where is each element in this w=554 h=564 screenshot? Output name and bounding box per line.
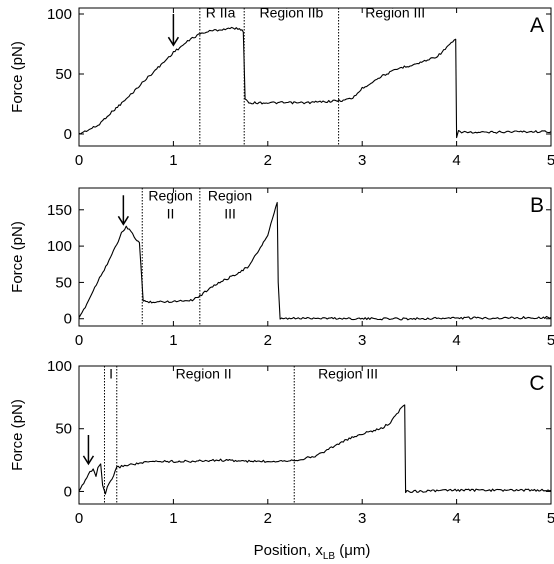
region-label: Region III	[318, 366, 378, 382]
plot-frame	[78, 365, 552, 505]
y-axis-label: Force (pN)	[9, 41, 26, 113]
region-label-line: III	[224, 205, 236, 221]
y-tick-label: 100	[47, 6, 72, 23]
region-label: R IIa	[206, 5, 236, 21]
region-label: Region II	[148, 187, 192, 221]
x-tick-label: 2	[264, 510, 272, 527]
region-label: I	[109, 366, 113, 382]
x-axis-label-main: Position, x	[254, 542, 324, 559]
region-label: Region II	[176, 366, 232, 382]
panel-letter: C	[529, 372, 544, 395]
x-axis-label-unit: (μm)	[335, 542, 370, 559]
region-label-line: I	[109, 366, 113, 382]
plot-frame	[78, 7, 552, 147]
y-tick-label: 100	[47, 358, 72, 375]
force-trace-line	[78, 201, 552, 321]
region-label: Region III	[365, 5, 425, 21]
x-tick-label: 0	[75, 152, 83, 169]
y-tick-label: 0	[64, 126, 72, 143]
region-label-line: Region	[148, 187, 192, 203]
x-tick-label: 0	[75, 332, 83, 349]
x-tick-label: 4	[452, 510, 460, 527]
region-label: Region IIb	[259, 5, 323, 21]
panel-letter: B	[530, 194, 544, 217]
force-trace-line	[78, 404, 552, 495]
arrow-head	[117, 215, 130, 226]
region-label-line: Region III	[318, 366, 378, 382]
y-tick-label: 0	[64, 311, 72, 328]
x-tick-label: 5	[547, 332, 554, 349]
x-tick-label: 2	[264, 152, 272, 169]
arrow-head	[82, 455, 95, 466]
region-label-line: II	[167, 205, 175, 221]
region-label-line: Region III	[365, 5, 425, 21]
x-tick-label: 3	[358, 510, 366, 527]
region-label: Region III	[208, 187, 252, 221]
y-tick-label: 100	[47, 238, 72, 255]
y-tick-label: 0	[64, 483, 72, 500]
shared-x-axis-label: Position, xLB (μm)	[254, 542, 371, 562]
x-tick-label: 5	[547, 152, 554, 169]
x-tick-label: 2	[264, 332, 272, 349]
force-trace-line	[78, 26, 552, 139]
x-tick-label: 1	[169, 152, 177, 169]
region-label-line: Region	[208, 187, 252, 203]
x-tick-label: 3	[358, 332, 366, 349]
region-label-line: R IIa	[206, 5, 236, 21]
y-axis-label: Force (pN)	[9, 221, 26, 293]
plot-frame	[78, 187, 552, 327]
x-tick-label: 1	[169, 510, 177, 527]
x-tick-label: 1	[169, 332, 177, 349]
x-tick-label: 5	[547, 510, 554, 527]
x-tick-label: 3	[358, 152, 366, 169]
panel-letter: A	[530, 14, 544, 37]
region-label-line: Region II	[176, 366, 232, 382]
x-tick-label: 4	[452, 152, 460, 169]
region-label-line: Region IIb	[259, 5, 323, 21]
x-axis-label-subscript: LB	[323, 551, 336, 562]
y-tick-label: 50	[55, 274, 72, 291]
y-tick-label: 50	[55, 421, 72, 438]
y-tick-label: 50	[55, 66, 72, 83]
x-tick-label: 4	[452, 332, 460, 349]
y-axis-label: Force (pN)	[9, 399, 26, 471]
y-tick-label: 150	[47, 202, 72, 219]
arrow-head	[167, 36, 180, 47]
x-tick-label: 0	[75, 510, 83, 527]
